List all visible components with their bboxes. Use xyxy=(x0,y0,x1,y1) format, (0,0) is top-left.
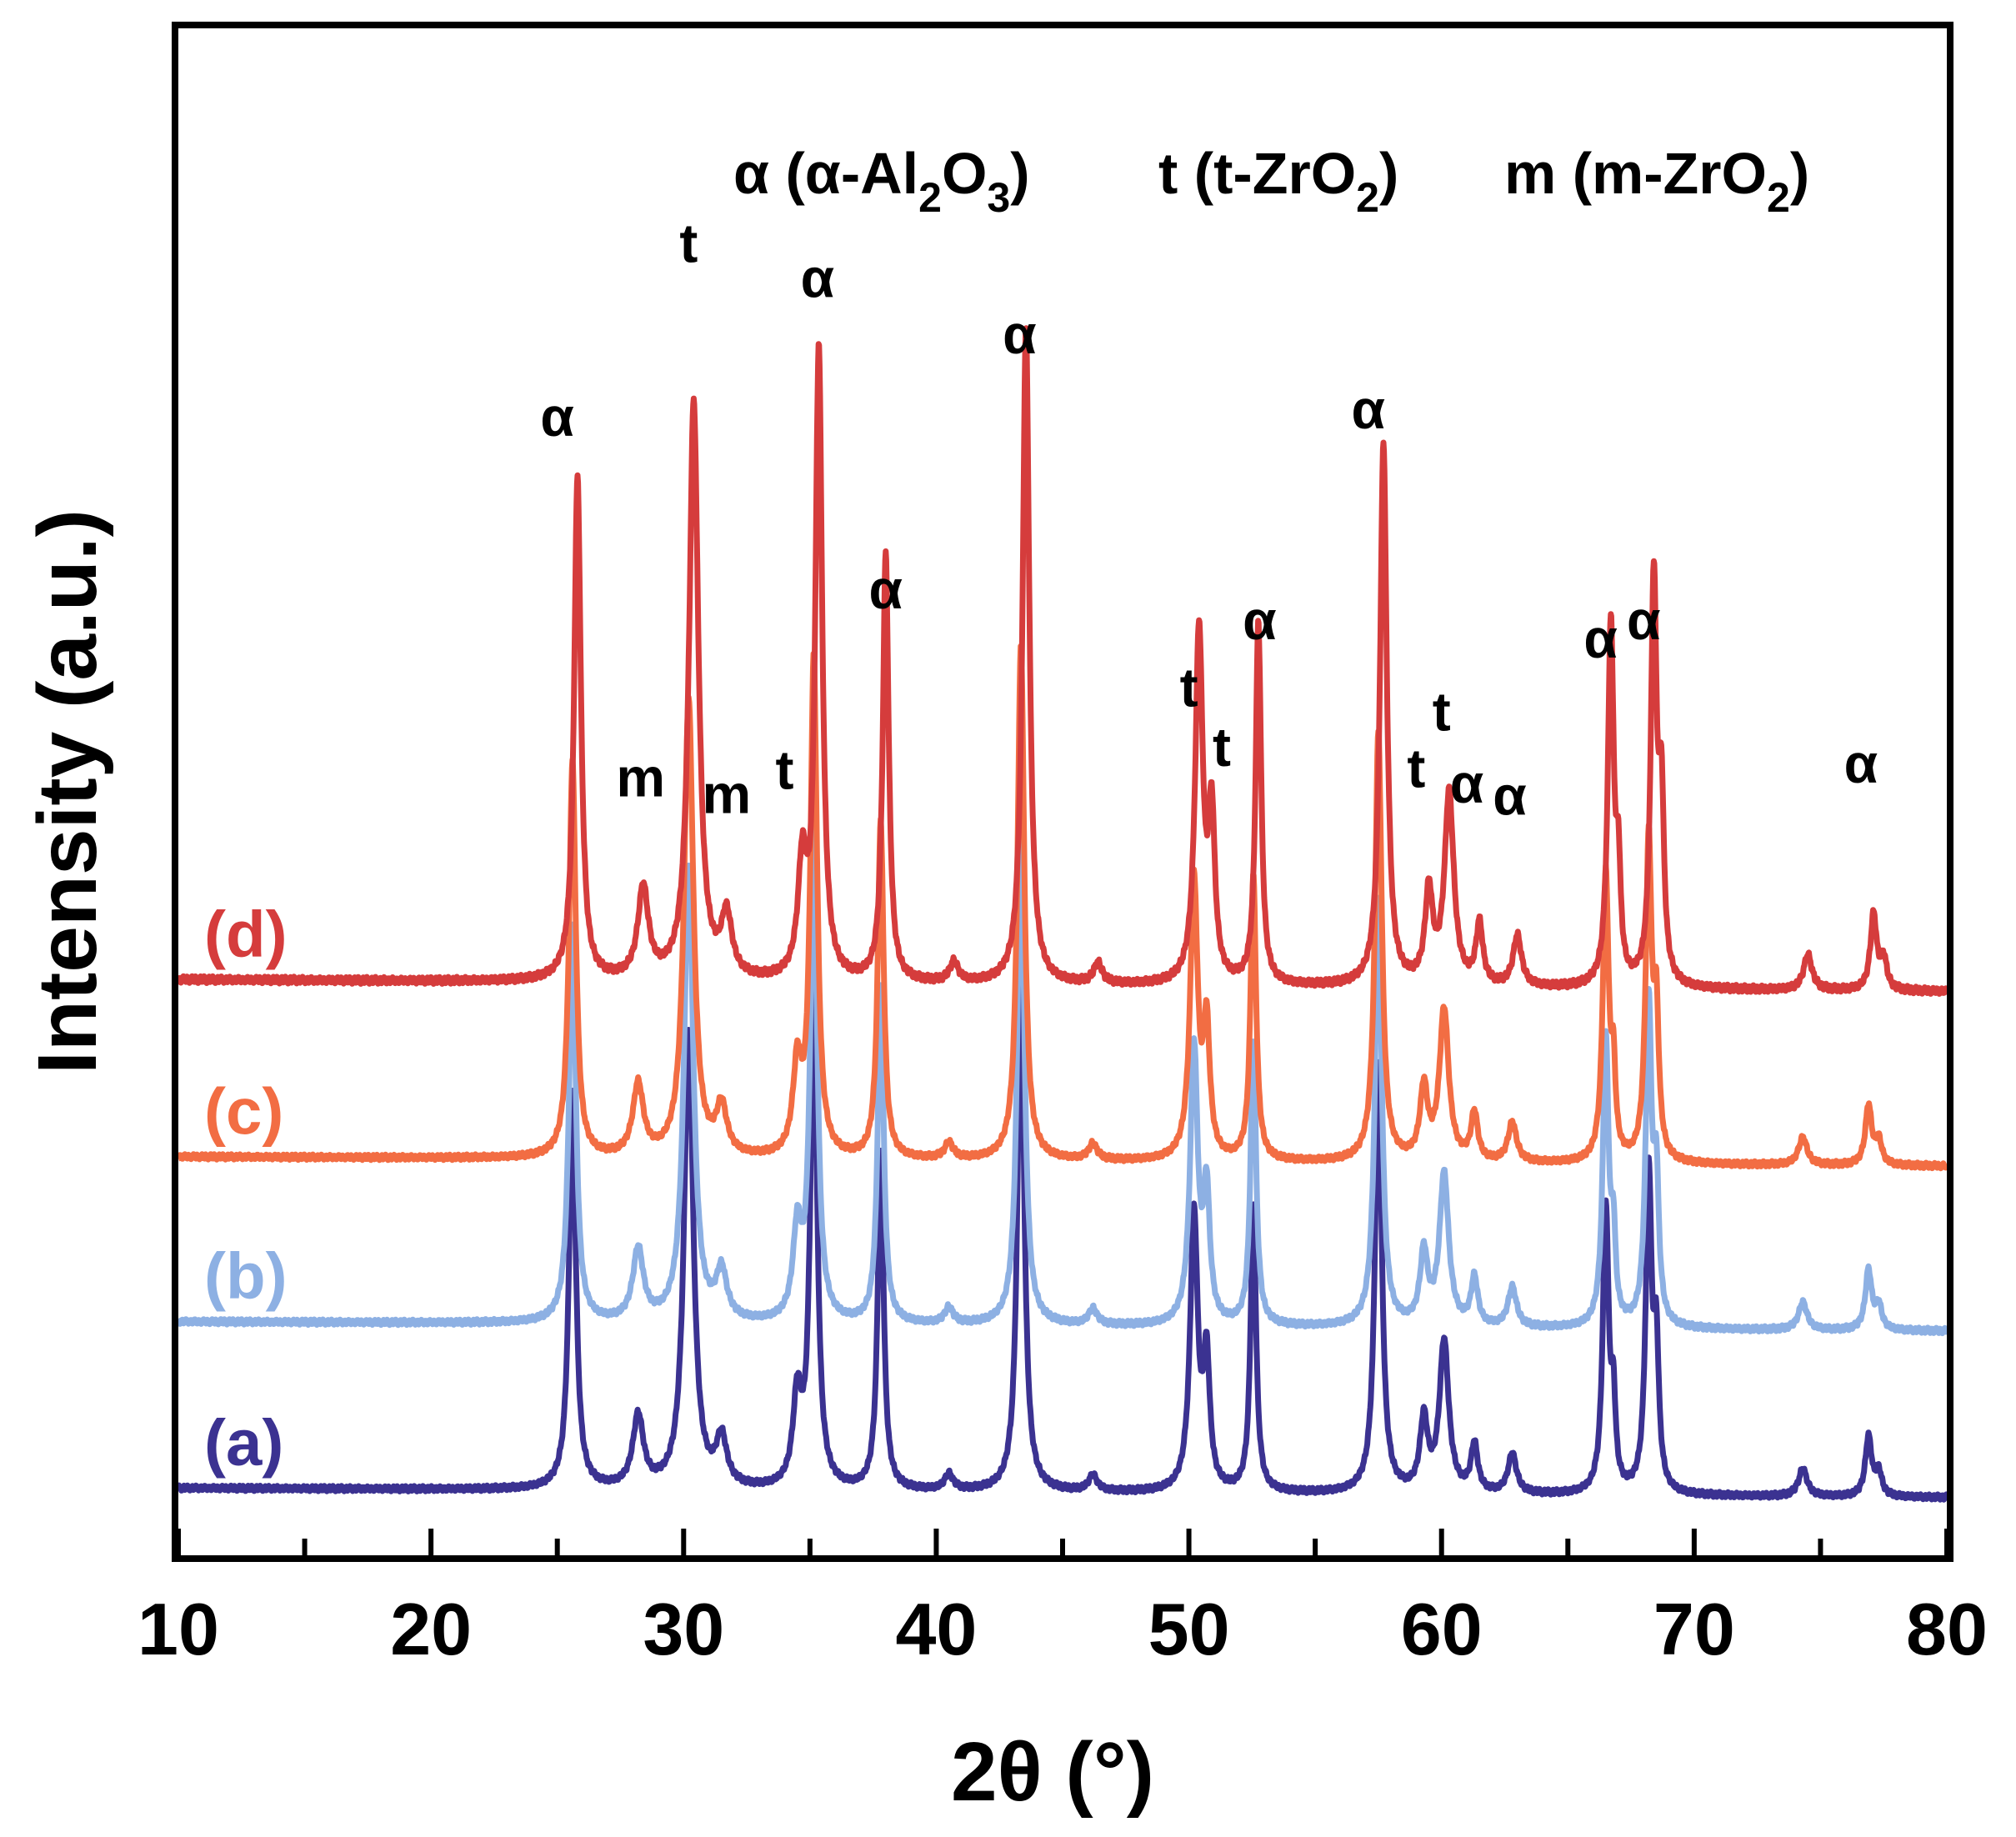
x-tick-label-60: 60 xyxy=(1401,1588,1483,1670)
series-line-c xyxy=(176,643,1950,1172)
x-axis-ticks: 10 20 30 40 50 60 70 80 xyxy=(138,1529,1988,1670)
peak-label: α xyxy=(1493,764,1527,826)
series-label-a: (a) xyxy=(204,1405,283,1479)
peak-label: t xyxy=(776,738,794,800)
x-tick-label-20: 20 xyxy=(390,1588,472,1670)
legend-entry: m (m-ZrO2) xyxy=(1504,141,1809,221)
peak-label: α xyxy=(1844,733,1878,794)
peak-label: α xyxy=(1243,589,1277,651)
x-tick-label-30: 30 xyxy=(643,1588,724,1670)
series-line-a xyxy=(175,975,1950,1503)
series-label-d: (d) xyxy=(204,897,288,970)
peak-label: t xyxy=(1407,738,1425,799)
series-labels: (a) (b) (c) (d) xyxy=(204,897,288,1479)
peak-label: m xyxy=(616,746,665,808)
peak-label: α xyxy=(1003,303,1037,365)
x-tick-label-10: 10 xyxy=(138,1588,219,1670)
peak-label: α xyxy=(540,386,574,448)
x-axis-title: 2θ (°) xyxy=(951,1725,1154,1819)
series-label-b: (b) xyxy=(204,1239,288,1313)
legend-entry: t (t-ZrO2) xyxy=(1158,141,1398,221)
peak-label: α xyxy=(869,558,903,620)
peak-label: α xyxy=(1583,608,1618,669)
peak-label: α xyxy=(1352,378,1386,440)
series-lines xyxy=(175,325,1950,1503)
peak-label: α xyxy=(1450,753,1484,814)
legend-entry: α (α-Al2O3) xyxy=(733,141,1030,221)
x-tick-label-70: 70 xyxy=(1653,1588,1735,1670)
peak-label: t xyxy=(1213,716,1231,778)
y-axis-title: Intensity (a.u.) xyxy=(21,509,114,1074)
peak-label: t xyxy=(1433,681,1451,743)
x-tick-label-80: 80 xyxy=(1906,1588,1988,1670)
x-tick-label-40: 40 xyxy=(895,1588,977,1670)
phase-legend: α (α-Al2O3) t (t-ZrO2) m (m-ZrO2) xyxy=(733,141,1809,221)
peak-label: m xyxy=(702,763,751,825)
peak-label: α xyxy=(801,247,835,308)
peak-label: t xyxy=(679,212,698,273)
series-label-c: (c) xyxy=(204,1074,283,1148)
peak-label: α xyxy=(1627,589,1661,651)
series-line-b xyxy=(176,805,1949,1337)
x-tick-label-50: 50 xyxy=(1148,1588,1230,1670)
peak-label: t xyxy=(1180,656,1198,718)
series-line-d xyxy=(175,325,1949,997)
plot-frame xyxy=(172,22,1953,1562)
